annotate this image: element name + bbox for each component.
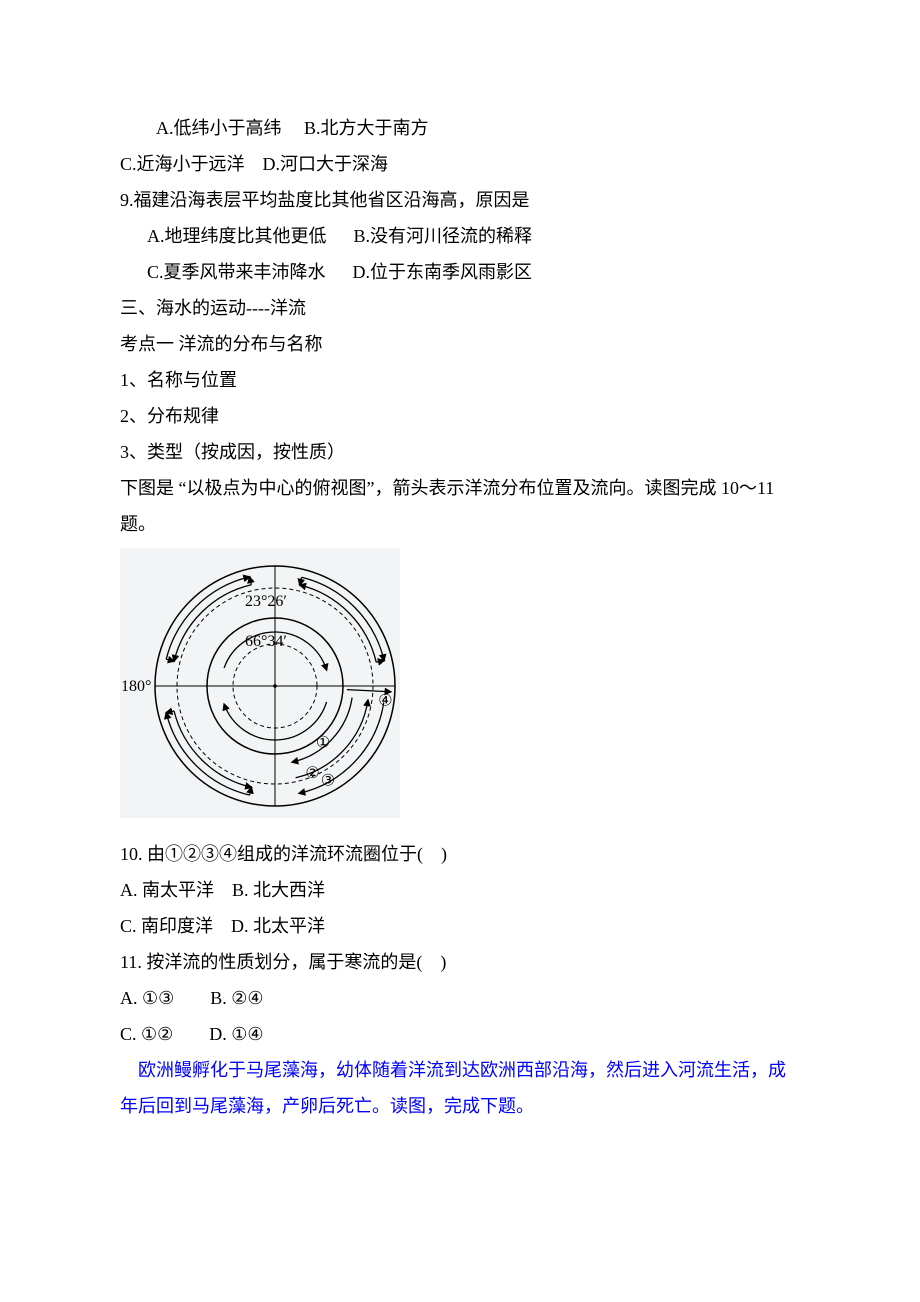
svg-text:66°34′: 66°34′ xyxy=(245,633,287,650)
svg-text:180°: 180° xyxy=(121,678,151,695)
question-9-options-cd: C.夏季风带来丰沛降水 D.位于东南季风雨影区 xyxy=(120,254,800,290)
point-2: 2、分布规律 xyxy=(120,398,800,434)
question-10-options-cd: C. 南印度洋 D. 北太平洋 xyxy=(120,908,800,944)
kaodian-1-title: 考点一 洋流的分布与名称 xyxy=(120,326,800,362)
blue-paragraph: 欧洲鳗孵化于马尾藻海，幼体随着洋流到达欧洲西部沿海，然后进入河流生活，成年后回到… xyxy=(120,1052,800,1124)
question-10-options-ab: A. 南太平洋 B. 北大西洋 xyxy=(120,872,800,908)
question-9-options-ab: A.地理纬度比其他更低 B.没有河川径流的稀释 xyxy=(120,218,800,254)
svg-text:③: ③ xyxy=(321,773,335,790)
figure-intro: 下图是 “以极点为中心的俯视图”，箭头表示洋流分布位置及流向。读图完成 10～1… xyxy=(120,470,800,542)
question-9-stem: 9.福建沿海表层平均盐度比其他省区沿海高，原因是 xyxy=(120,182,800,218)
svg-text:23°26′: 23°26′ xyxy=(245,593,287,610)
question-11-stem: 11. 按洋流的性质划分，属于寒流的是( ) xyxy=(120,944,800,980)
question-11-options-cd: C. ①② D. ①④ xyxy=(120,1016,800,1052)
point-3: 3、类型（按成因，按性质） xyxy=(120,434,800,470)
section-3-title: 三、海水的运动----洋流 xyxy=(120,290,800,326)
question-option-line: A.低纬小于高纬 B.北方大于南方 xyxy=(120,110,800,146)
question-10-stem: 10. 由①②③④组成的洋流环流圈位于( ) xyxy=(120,836,800,872)
svg-text:②: ② xyxy=(305,765,319,782)
question-option-line: C.近海小于远洋 D.河口大于深海 xyxy=(120,146,800,182)
polar-ocean-current-figure: 180° 23°26′ 66°34′ ① ②③ ④ xyxy=(120,548,800,830)
svg-text:④: ④ xyxy=(378,692,392,709)
point-1: 1、名称与位置 xyxy=(120,362,800,398)
question-11-options-ab: A. ①③ B. ②④ xyxy=(120,980,800,1016)
svg-text:①: ① xyxy=(316,735,330,752)
